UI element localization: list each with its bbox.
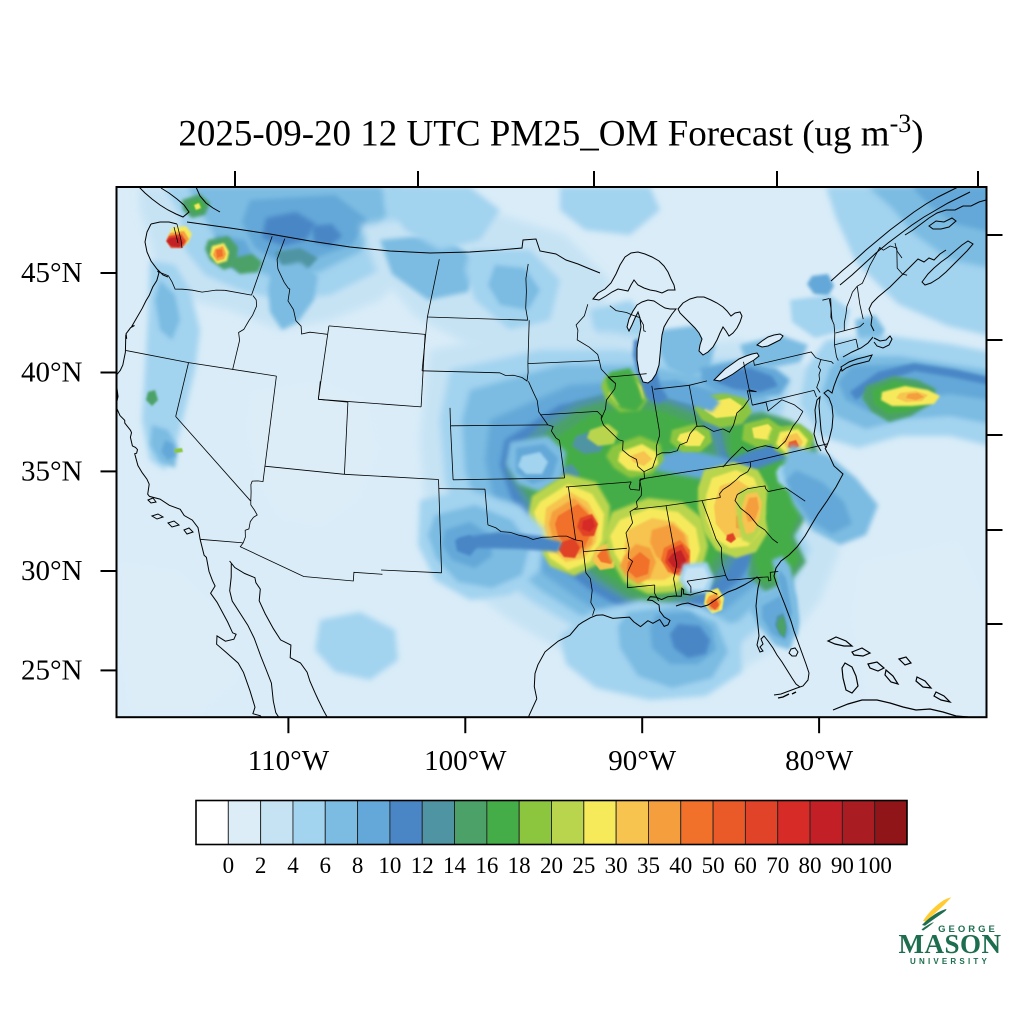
svg-text:25: 25 — [572, 853, 595, 878]
svg-text:100°W: 100°W — [424, 745, 507, 777]
svg-text:UNIVERSITY: UNIVERSITY — [910, 957, 990, 966]
svg-text:0: 0 — [223, 853, 235, 878]
svg-text:35: 35 — [637, 853, 660, 878]
svg-text:18: 18 — [508, 853, 531, 878]
svg-text:40: 40 — [669, 853, 692, 878]
svg-text:100: 100 — [857, 853, 892, 878]
svg-text:60: 60 — [734, 853, 757, 878]
svg-text:20: 20 — [540, 853, 563, 878]
svg-text:70: 70 — [766, 853, 789, 878]
svg-text:10: 10 — [378, 853, 401, 878]
svg-text:90: 90 — [831, 853, 854, 878]
svg-text:35°N: 35°N — [21, 455, 83, 487]
svg-text:2: 2 — [255, 853, 267, 878]
svg-text:80: 80 — [799, 853, 822, 878]
svg-text:16: 16 — [475, 853, 498, 878]
svg-text:25°N: 25°N — [21, 654, 83, 686]
svg-text:6: 6 — [320, 853, 332, 878]
svg-text:30°N: 30°N — [21, 555, 83, 587]
svg-text:45°N: 45°N — [21, 257, 83, 289]
svg-text:12: 12 — [411, 853, 434, 878]
svg-text:80°W: 80°W — [785, 745, 854, 777]
svg-text:40°N: 40°N — [21, 357, 83, 389]
svg-text:50: 50 — [702, 853, 725, 878]
svg-text:4: 4 — [287, 853, 299, 878]
svg-text:GEORGE: GEORGE — [938, 924, 998, 935]
svg-text:MASON: MASON — [899, 929, 1002, 959]
svg-text:30: 30 — [605, 853, 628, 878]
svg-text:14: 14 — [443, 853, 467, 878]
svg-text:8: 8 — [352, 853, 364, 878]
svg-text:90°W: 90°W — [608, 745, 677, 777]
svg-text:110°W: 110°W — [248, 745, 330, 777]
